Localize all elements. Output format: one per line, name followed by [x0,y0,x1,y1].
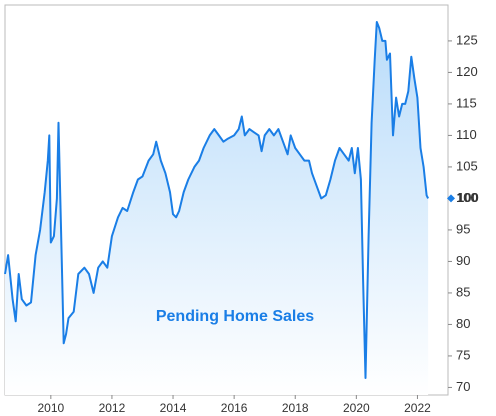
line [4,21,430,379]
y-tick-label: 80 [456,316,470,331]
y-tick-label: 115 [456,95,477,110]
last-value-label: 100 [457,190,479,205]
last-value-marker [447,194,455,203]
x-tick-label: 2016 [221,401,248,415]
x-tick-label: 2014 [160,401,187,415]
area [5,22,429,395]
y-tick-label: 105 [456,158,478,173]
y-tick-label: 90 [456,253,470,268]
y-tick-label: 120 [456,64,478,79]
x-tick-label: 2012 [99,401,126,415]
y-tick-label: 75 [456,347,470,362]
x-tick-label: 2010 [37,401,64,415]
x-tick-label: 2018 [282,401,309,415]
y-tick-label: 100 [456,190,478,205]
x-tick-label: 2020 [343,401,370,415]
y-tick-label: 125 [456,32,478,47]
y-tick-label: 110 [456,127,477,142]
y-tick-label: 95 [456,221,470,236]
x-tick-label: 2022 [404,401,431,415]
chart-title: Pending Home Sales [156,308,314,325]
y-tick-label: 70 [456,379,470,394]
y-tick-label: 85 [456,284,470,299]
